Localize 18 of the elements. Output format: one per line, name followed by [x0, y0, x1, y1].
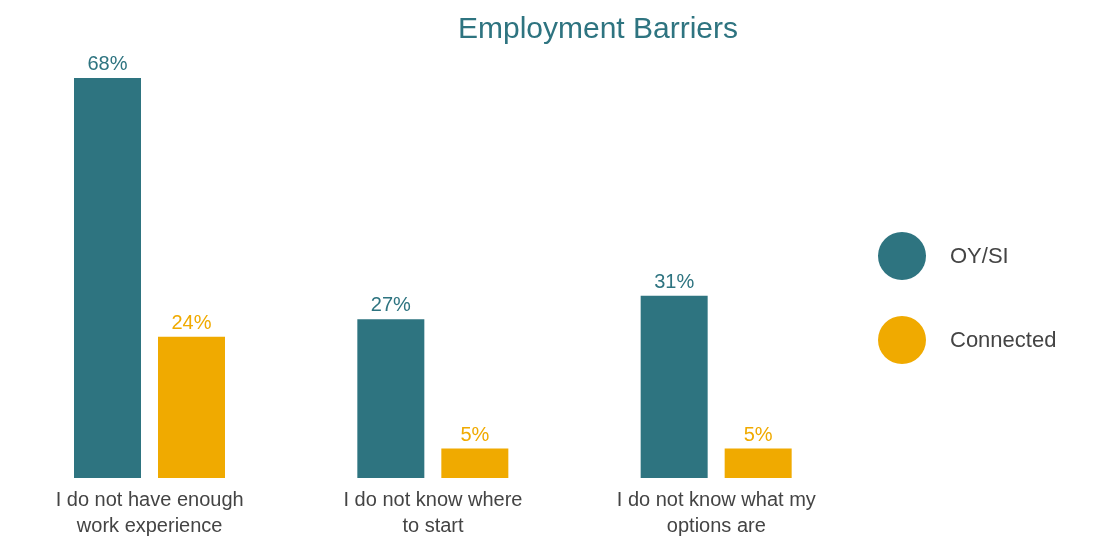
data-label: 27% [370, 293, 412, 316]
bar [74, 78, 141, 478]
bar [724, 448, 792, 478]
bar [640, 295, 708, 478]
legend-label: Connected [950, 327, 1057, 353]
bar [441, 448, 509, 478]
legend-label: OY/SI [950, 243, 1009, 269]
data-label: 24% [171, 310, 212, 333]
data-label: 5% [460, 422, 490, 445]
data-label: 31% [654, 269, 695, 292]
data-label: 68% [87, 52, 128, 74]
x-tick-label: I do not have enough work experience [55, 488, 244, 536]
data-label: 5% [743, 422, 773, 445]
chart-title: Employment Barriers [456, 10, 740, 46]
x-tick-label: I do not know where to start [343, 488, 523, 536]
bar [158, 336, 225, 478]
x-tick-label: I do not know what my options are [616, 488, 816, 536]
bar [357, 319, 425, 478]
